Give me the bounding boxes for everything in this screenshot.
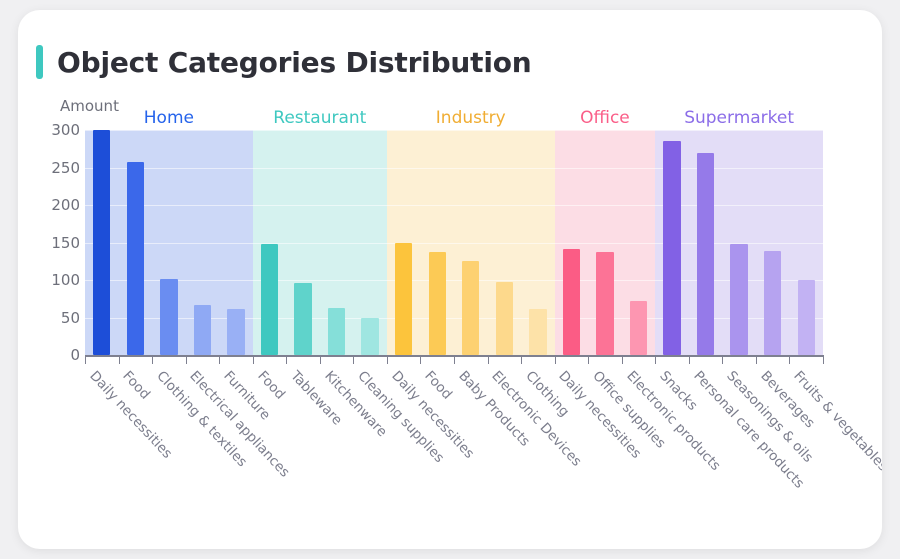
bar[interactable] xyxy=(361,318,379,355)
bar[interactable] xyxy=(193,304,212,355)
x-axis-tick xyxy=(755,355,757,364)
x-axis-tick xyxy=(789,355,791,364)
bar[interactable] xyxy=(562,248,581,355)
x-axis-tick xyxy=(521,355,523,364)
x-axis-tick xyxy=(319,355,321,364)
bar[interactable] xyxy=(327,307,346,355)
x-axis-tick xyxy=(252,355,254,364)
page-title: Object Categories Distribution xyxy=(57,45,532,79)
grid-line xyxy=(85,280,823,281)
x-axis-tick xyxy=(152,355,154,364)
x-axis-tick xyxy=(487,355,489,364)
bar[interactable] xyxy=(663,141,681,355)
plot-area xyxy=(85,130,823,355)
grid-line xyxy=(85,317,823,319)
x-axis-tick xyxy=(286,355,288,364)
bar[interactable] xyxy=(529,309,547,355)
y-axis-tick-labels: 0 50 100 150 200 250 300 xyxy=(36,121,80,364)
bar[interactable] xyxy=(596,251,614,355)
y-axis-tick-label: 300 xyxy=(51,121,80,139)
x-axis-tick xyxy=(823,355,824,364)
bar[interactable] xyxy=(126,162,145,355)
x-axis-tick xyxy=(185,355,187,364)
y-axis-tick-label: 100 xyxy=(51,271,80,289)
x-axis-tick xyxy=(722,355,724,364)
grid-line xyxy=(85,205,823,206)
bar[interactable] xyxy=(730,244,748,355)
group-label-industry: Industry xyxy=(435,108,506,128)
y-axis-tick-label: 150 xyxy=(51,233,80,252)
chart-card: Object Categories Distribution Amount 0 5… xyxy=(18,10,882,549)
group-label-restaurant: Restaurant xyxy=(273,108,367,128)
title-accent-bar xyxy=(36,45,43,79)
grid-line xyxy=(85,242,823,244)
bar[interactable] xyxy=(160,279,178,355)
x-axis-tick xyxy=(588,355,590,364)
y-axis-tick-label: 50 xyxy=(60,308,80,327)
group-label-office: Office xyxy=(580,108,630,128)
bar[interactable] xyxy=(696,152,715,355)
x-axis-tick xyxy=(420,355,422,364)
x-axis-tick xyxy=(655,355,657,364)
bar[interactable] xyxy=(394,242,413,355)
x-axis-tick xyxy=(554,355,556,364)
y-axis-tick-label: 0 xyxy=(70,346,80,364)
x-axis-tick xyxy=(386,355,388,364)
bar[interactable] xyxy=(629,301,648,355)
y-axis-tick-label: 200 xyxy=(51,196,80,214)
x-axis-tick xyxy=(118,355,120,364)
x-axis-tick xyxy=(621,355,623,364)
bar[interactable] xyxy=(260,244,279,355)
x-axis-tick xyxy=(85,355,86,364)
grid-line xyxy=(85,130,823,131)
bar[interactable] xyxy=(93,130,111,355)
x-axis-tick xyxy=(353,355,355,364)
group-label-home: Home xyxy=(143,108,194,128)
chart-header: Object Categories Distribution xyxy=(36,45,532,79)
x-axis-tick xyxy=(454,355,455,364)
grid-line xyxy=(85,167,823,169)
x-axis-tick xyxy=(688,355,690,364)
bar[interactable] xyxy=(227,308,245,355)
bar[interactable] xyxy=(495,281,514,355)
bar[interactable] xyxy=(428,251,446,355)
bar[interactable] xyxy=(763,250,782,355)
bar[interactable] xyxy=(797,280,815,355)
x-axis-tick xyxy=(219,355,221,364)
bar[interactable] xyxy=(462,261,480,355)
group-label-supermarket: Supermarket xyxy=(684,108,795,128)
y-axis-title: Amount xyxy=(60,97,119,115)
y-axis-tick-label: 250 xyxy=(51,158,80,177)
bar[interactable] xyxy=(294,283,312,355)
